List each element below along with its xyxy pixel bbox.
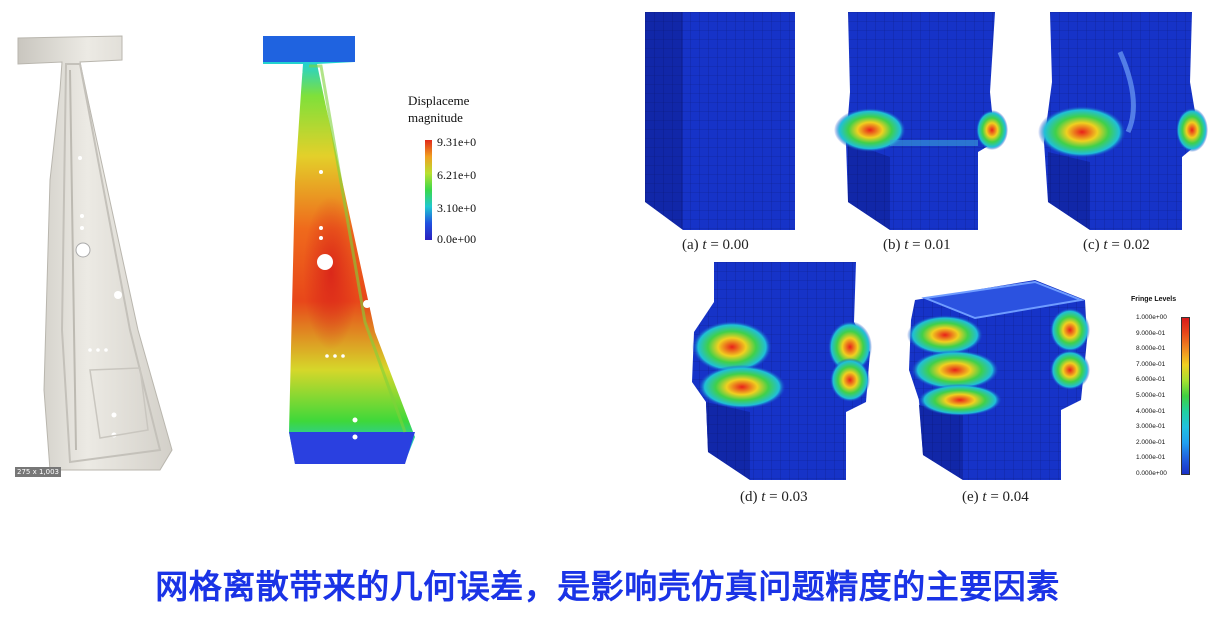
crush-panel-d [692,262,872,480]
fringe-tick: 6.000e-01 [1136,376,1166,384]
displacement-colorbar [425,140,432,240]
crush-panel-e [907,280,1090,480]
crush-panel-a [645,12,795,230]
legend-tick: 6.21e+0 [437,168,477,182]
panel-caption-d: (d) t = 0.03 [740,489,808,505]
legend-tick: 3.10e+0 [437,201,477,215]
banner-title: 网格离散带来的几何误差，是影响壳仿真问题精度的主要因素 [155,567,1060,606]
displacement-legend-title: Displaceme magnitude [408,92,469,126]
panel-caption-b: (b) t = 0.01 [883,237,951,253]
legend-tick: 9.31e+0 [437,135,477,149]
fringe-tick: 9.000e-01 [1136,329,1166,337]
crush-panel-c [1038,12,1208,230]
panel-caption-e: (e) t = 0.04 [962,489,1029,505]
b-pillar-displacement-contour [263,36,415,464]
fringe-tick: 2.000e-01 [1136,438,1166,446]
panel-caption-c: (c) t = 0.02 [1083,237,1150,253]
crush-panel-b [834,12,1008,230]
fringe-tick: 8.000e-01 [1136,345,1166,353]
panel-caption-a: (a) t = 0.00 [682,237,749,253]
fringe-tick: 1.000e+00 [1136,314,1167,321]
legend-title-line1: Displaceme [408,93,470,108]
b-pillar-gray-model [17,35,173,471]
fringe-legend-title: Fringe Levels [1131,296,1177,303]
legend-tick: 0.0e+00 [437,232,477,246]
fringe-tick: 5.000e-01 [1136,392,1166,399]
dimension-tag: 275 x 1,003 [15,467,61,477]
legend-title-line2: magnitude [408,110,463,125]
fringe-tick: 7.000e-01 [1136,360,1166,368]
fringe-tick: 4.000e-01 [1136,407,1166,415]
fringe-colorbar [1181,317,1190,475]
fringe-tick: 3.000e-01 [1136,423,1166,431]
fringe-tick: 0.000e+00 [1136,470,1167,477]
fringe-tick: 1.000e-01 [1136,454,1166,462]
